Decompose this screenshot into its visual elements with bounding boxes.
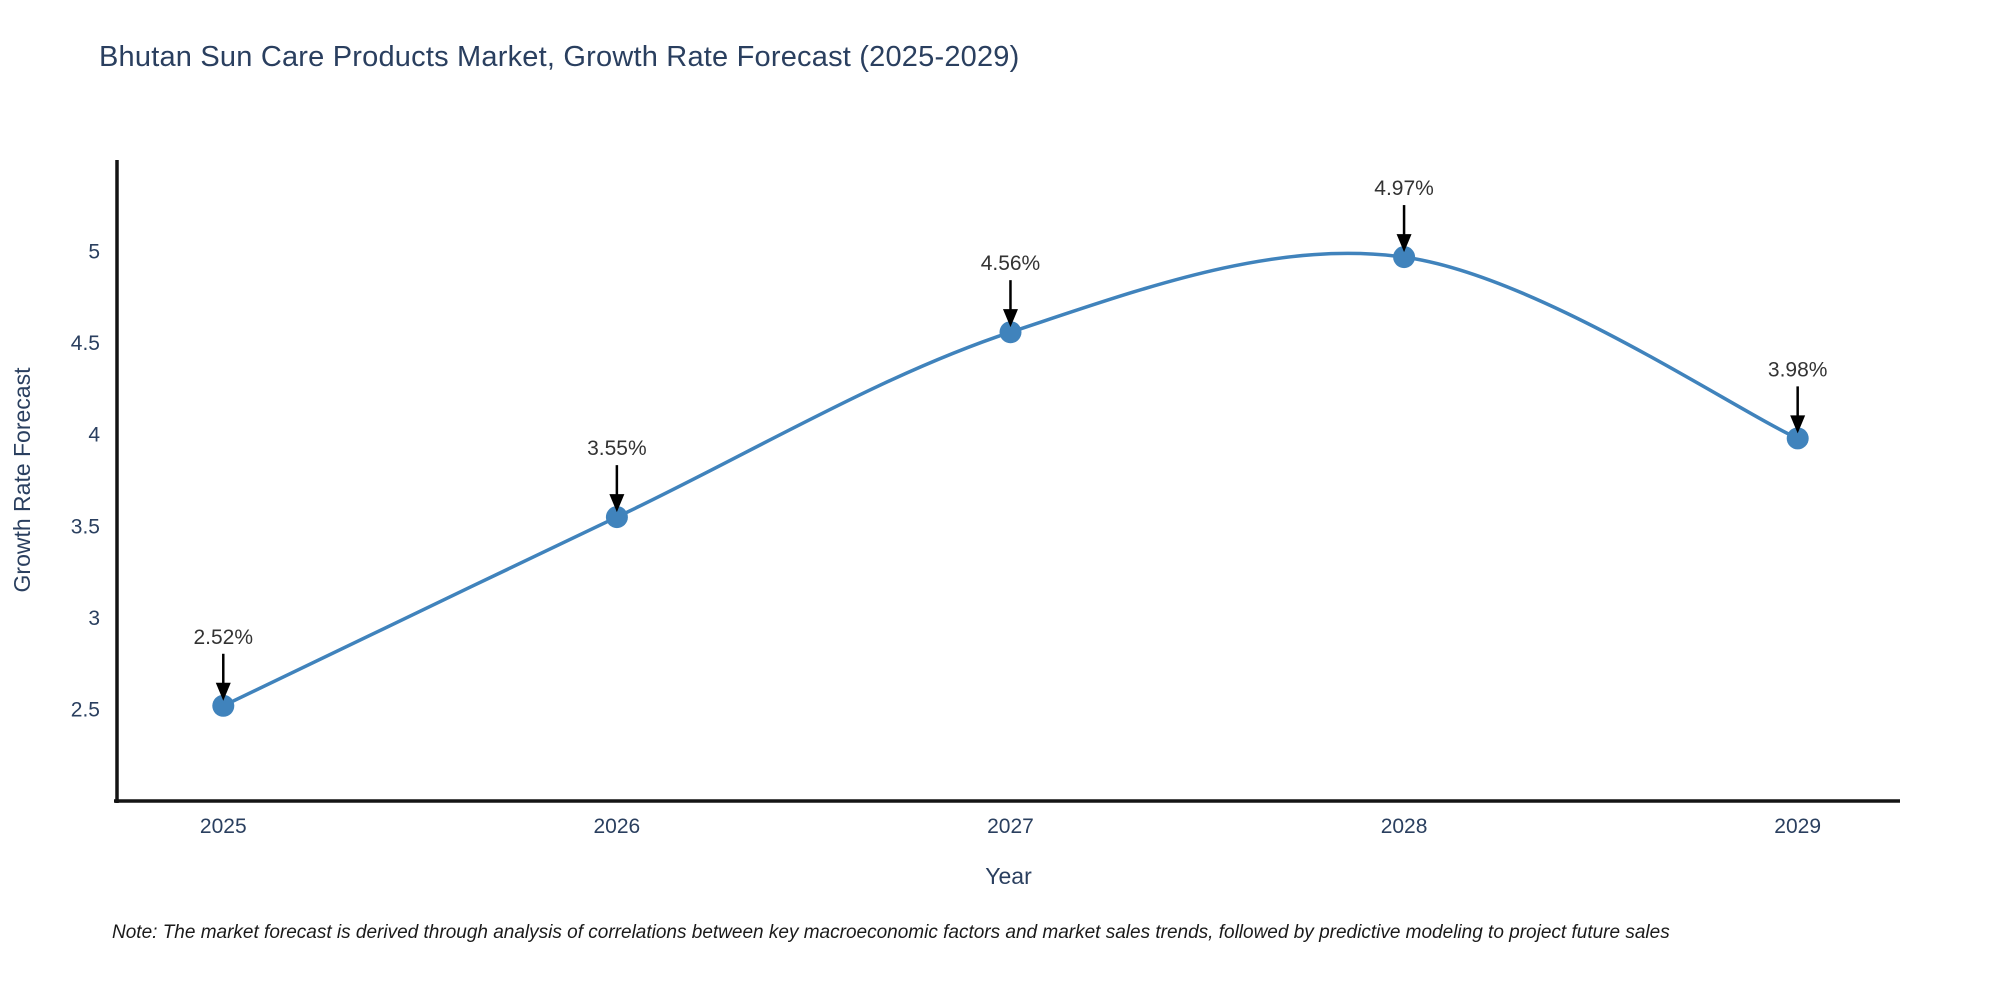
y-axis-title: Growth Rate Forecast xyxy=(9,367,35,593)
footnote: Note: The market forecast is derived thr… xyxy=(112,922,1670,943)
data-point-marker xyxy=(605,506,628,529)
y-tick-label: 4 xyxy=(88,424,100,447)
y-tick-label: 4.5 xyxy=(71,332,100,355)
annotation-arrowhead xyxy=(215,682,231,701)
data-point-marker xyxy=(999,321,1022,344)
data-point-marker xyxy=(212,694,235,717)
y-tick-label: 5 xyxy=(88,241,100,264)
annotation-arrowhead xyxy=(1790,415,1806,434)
y-tick-label: 3 xyxy=(88,607,100,630)
x-tick-label: 2025 xyxy=(200,815,247,838)
data-point-label: 4.97% xyxy=(1374,177,1434,200)
x-tick-label: 2028 xyxy=(1381,815,1428,838)
annotation-arrowhead xyxy=(1396,234,1412,253)
data-point-marker xyxy=(1786,427,1809,450)
x-axis-title: Year xyxy=(985,863,1032,889)
y-tick-label: 2.5 xyxy=(71,698,100,721)
x-tick-label: 2026 xyxy=(594,815,641,838)
annotation-arrowhead xyxy=(609,494,625,513)
data-point-label: 4.56% xyxy=(981,252,1041,275)
annotation-arrowhead xyxy=(1002,309,1018,328)
chart-title: Bhutan Sun Care Products Market, Growth … xyxy=(99,41,1020,73)
data-point-marker xyxy=(1393,246,1416,269)
data-point-label: 3.55% xyxy=(587,437,647,460)
y-tick-label: 3.5 xyxy=(71,515,100,538)
x-tick-label: 2029 xyxy=(1774,815,1821,838)
x-tick-label: 2027 xyxy=(987,815,1034,838)
data-point-label: 3.98% xyxy=(1768,358,1828,381)
data-point-label: 2.52% xyxy=(193,626,253,649)
